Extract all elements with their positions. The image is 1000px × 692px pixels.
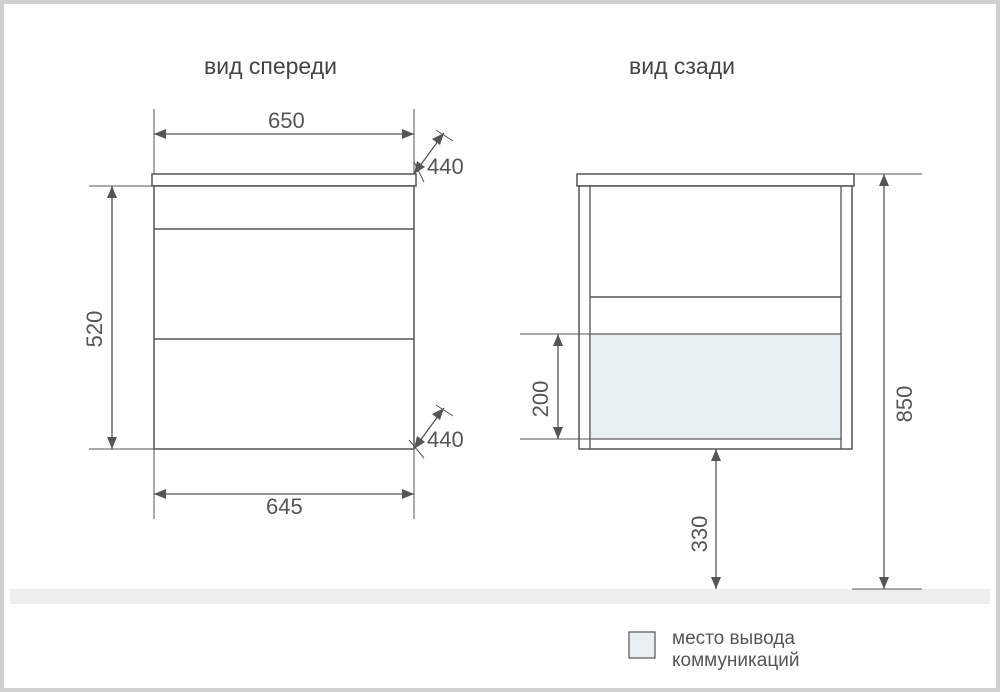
svg-text:520: 520 — [82, 311, 107, 348]
legend-text-1: место вывода — [672, 628, 795, 649]
svg-text:440: 440 — [427, 427, 464, 452]
dim-850: 850 — [852, 174, 922, 589]
diagram-canvas: вид спереди вид сзади 650 645 — [4, 4, 996, 688]
legend-text-2: коммуникаций — [672, 650, 799, 671]
svg-text:645: 645 — [266, 494, 303, 519]
svg-text:850: 850 — [892, 386, 917, 423]
access-panel — [590, 334, 841, 439]
dim-645: 645 — [154, 449, 414, 519]
svg-text:650: 650 — [268, 108, 305, 133]
svg-text:200: 200 — [528, 381, 553, 418]
svg-text:440: 440 — [427, 154, 464, 179]
legend-swatch — [629, 632, 655, 658]
title-back: вид сзади — [629, 53, 735, 79]
dim-650: 650 — [154, 108, 414, 174]
title-front: вид спереди — [204, 53, 337, 79]
legend: место вывода коммуникаций — [629, 628, 799, 671]
front-view: 650 645 520 440 — [82, 108, 464, 519]
dim-330: 330 — [687, 449, 721, 589]
dim-520: 520 — [82, 186, 154, 449]
floor — [10, 589, 990, 604]
dim-440-bottom: 440 — [409, 405, 464, 458]
back-view: 200 850 330 — [520, 174, 922, 589]
svg-text:330: 330 — [687, 516, 712, 553]
dim-440-top: 440 — [414, 130, 464, 182]
